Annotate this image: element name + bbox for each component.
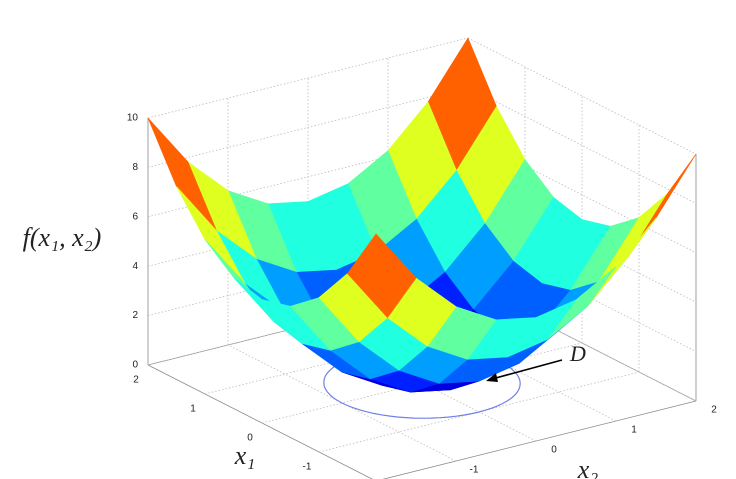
- axis-edge: [147, 364, 373, 479]
- annotation-arrow: [491, 359, 563, 380]
- z-axis-label: f(x₁, x₂): [23, 223, 102, 252]
- z-tick-label: 0: [132, 360, 138, 371]
- x2-axis-label: x₂: [577, 455, 599, 479]
- z-tick-label: 6: [132, 211, 138, 222]
- x1-tick-label: 1: [190, 404, 196, 415]
- grid-line: [467, 284, 697, 402]
- grid-line: [147, 87, 469, 168]
- x1-tick-label: -1: [303, 462, 312, 473]
- x2-tick-label: 0: [551, 445, 557, 456]
- axis-edge: [382, 400, 697, 479]
- surface-face: [147, 117, 217, 231]
- x1-tick-label: 2: [133, 375, 139, 386]
- x1-axis-label: x₁: [234, 441, 256, 470]
- z-tick-label: 4: [132, 261, 138, 272]
- x2-tick-label: 2: [711, 405, 717, 416]
- grid-line: [227, 344, 457, 462]
- annotation: D: [569, 341, 586, 366]
- arrow-head: [486, 373, 498, 382]
- x2-tick-label: -1: [470, 465, 479, 476]
- grid-line: [307, 324, 537, 442]
- surface-face: [347, 233, 417, 318]
- grid-line: [467, 87, 697, 204]
- x2-tick-label: 1: [631, 425, 637, 436]
- z-tick-label: 2: [132, 310, 138, 321]
- z-tick-label: 10: [127, 113, 139, 124]
- z-tick-label: 8: [132, 162, 138, 173]
- x1-tick-label: 0: [247, 433, 253, 444]
- grid-line: [467, 37, 697, 155]
- grid-line: [387, 304, 617, 422]
- grid-line: [147, 37, 469, 119]
